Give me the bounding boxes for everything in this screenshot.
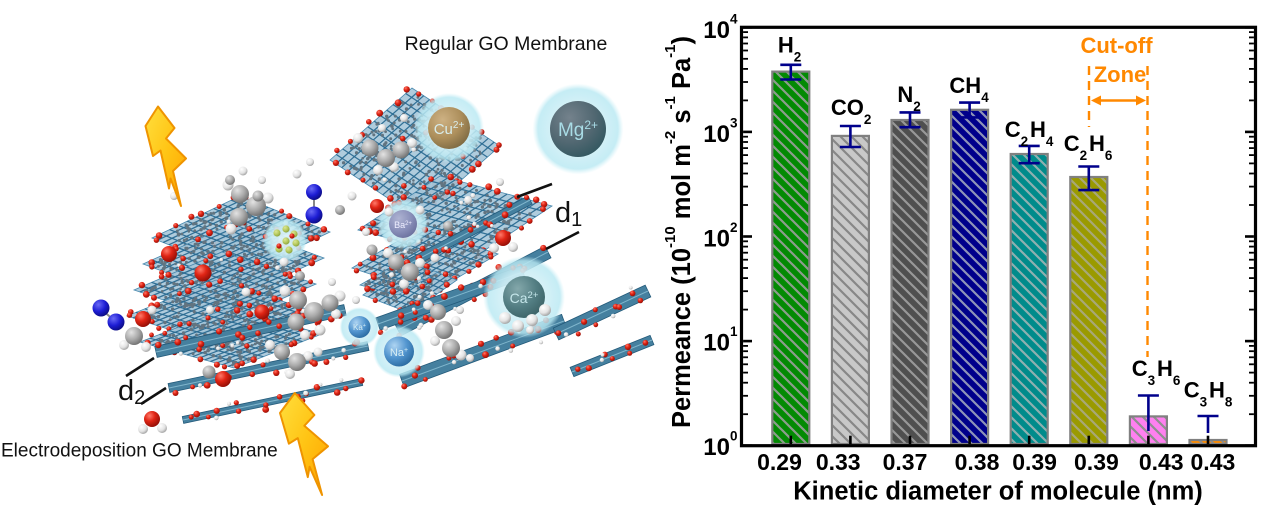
- svg-text:Na+: Na+: [390, 347, 408, 359]
- svg-text:0.43: 0.43: [1139, 449, 1184, 475]
- svg-text:0.39: 0.39: [1012, 449, 1057, 475]
- svg-text:Ka+: Ka+: [353, 323, 366, 332]
- svg-text:Zone: Zone: [1094, 62, 1147, 87]
- svg-text:0.37: 0.37: [883, 449, 928, 475]
- svg-text:0.38: 0.38: [955, 449, 1000, 475]
- svg-text:0.43: 0.43: [1191, 449, 1236, 475]
- svg-text:0.33: 0.33: [816, 449, 861, 475]
- svg-text:Electrodeposition GO Membrane: Electrodeposition GO Membrane: [1, 441, 278, 462]
- svg-text:Kinetic diameter of molecule (: Kinetic diameter of molecule (nm): [793, 478, 1203, 506]
- svg-text:Ba2+: Ba2+: [394, 220, 412, 230]
- svg-text:0.39: 0.39: [1074, 449, 1119, 475]
- svg-text:Cut-off: Cut-off: [1080, 33, 1153, 58]
- svg-text:Regular GO Membrane: Regular GO Membrane: [405, 33, 608, 55]
- svg-text:0.29: 0.29: [757, 449, 802, 475]
